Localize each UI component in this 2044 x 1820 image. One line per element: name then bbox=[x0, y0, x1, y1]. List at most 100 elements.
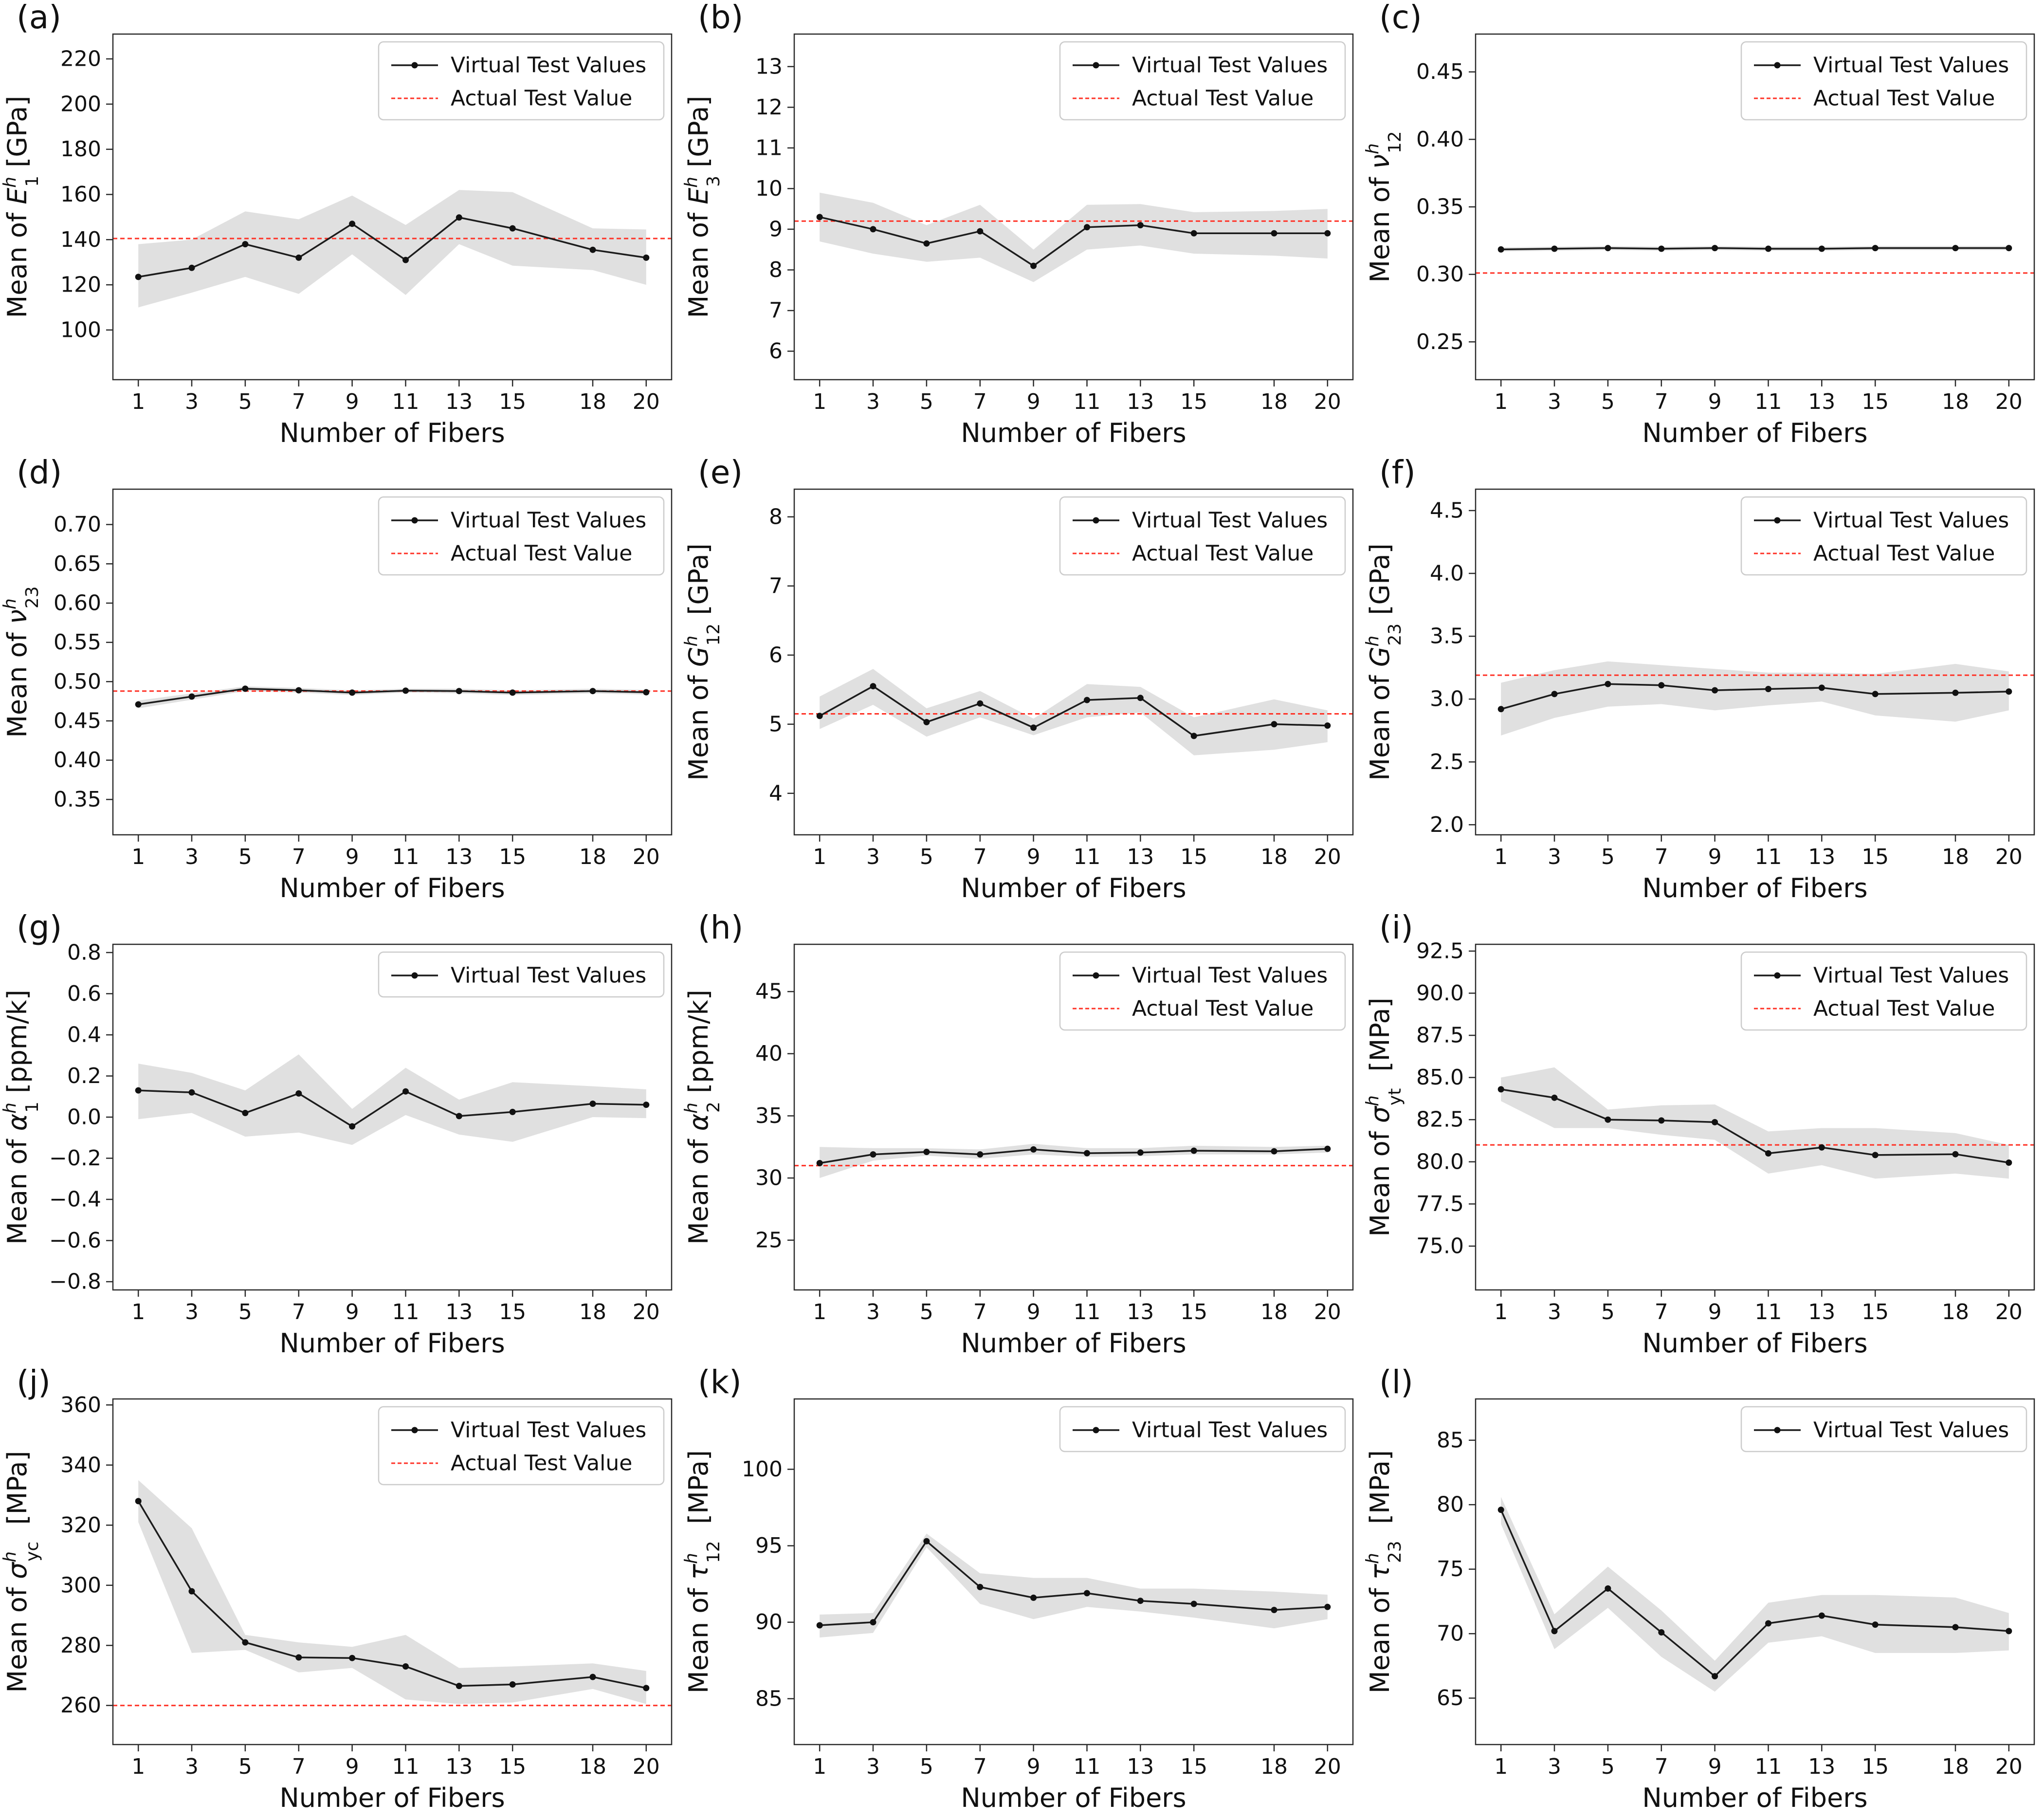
x-axis-label: Number of Fibers bbox=[1642, 873, 1867, 903]
data-point bbox=[1137, 1149, 1144, 1156]
x-axis-label: Number of Fibers bbox=[279, 1328, 505, 1359]
y-tick-label: 2.0 bbox=[1430, 812, 1464, 837]
x-tick-label: 15 bbox=[499, 1754, 526, 1779]
data-point bbox=[1818, 1612, 1825, 1619]
y-tick-label: 82.5 bbox=[1416, 1107, 1464, 1132]
x-tick-label: 20 bbox=[1995, 845, 2023, 869]
data-point bbox=[1324, 722, 1331, 729]
y-axis-label: Mean of τh 23 [MPa] bbox=[1363, 1450, 1405, 1693]
data-point bbox=[643, 254, 650, 261]
data-point bbox=[643, 1685, 650, 1691]
axes-frame bbox=[1475, 943, 2035, 1290]
x-tick-label: 15 bbox=[499, 1300, 526, 1324]
data-point bbox=[349, 221, 356, 227]
x-tick-label: 11 bbox=[1074, 1754, 1101, 1779]
y-tick-label: 180 bbox=[60, 137, 101, 162]
legend-actual-label: Actual Test Value bbox=[1813, 541, 1995, 566]
y-tick-label: 320 bbox=[60, 1513, 101, 1538]
axes-frame bbox=[793, 33, 1354, 381]
y-tick-label: 92.5 bbox=[1416, 938, 1464, 963]
x-tick-label: 9 bbox=[346, 1300, 359, 1324]
x-tick-label: 15 bbox=[1180, 1754, 1207, 1779]
data-point bbox=[295, 1654, 302, 1661]
data-point bbox=[509, 225, 516, 232]
data-point bbox=[1497, 706, 1504, 713]
data-point bbox=[135, 1087, 142, 1094]
legend: Virtual Test Values Actual Test Value bbox=[378, 1406, 665, 1486]
x-tick-label: 1 bbox=[1494, 389, 1508, 414]
y-tick-label: 75 bbox=[1437, 1557, 1464, 1581]
legend-virtual-label: Virtual Test Values bbox=[451, 508, 646, 533]
x-axis-label: Number of Fibers bbox=[279, 1783, 505, 1813]
chart-d-canvas: 0.350.400.450.500.550.600.650.701 3 5 7 9 11 1… bbox=[0, 488, 673, 903]
x-tick-label: 9 bbox=[1708, 1754, 1722, 1779]
x-tick-label: 7 bbox=[973, 389, 987, 414]
data-point bbox=[1271, 230, 1278, 237]
y-tick-label: 10 bbox=[755, 176, 783, 201]
data-point bbox=[589, 687, 596, 694]
legend-virtual-label: Virtual Test Values bbox=[1813, 963, 2009, 988]
legend-virtual-dot bbox=[411, 517, 418, 524]
axes-frame bbox=[793, 488, 1354, 835]
panel-letter-g: (g) bbox=[17, 908, 62, 946]
x-tick-label: 1 bbox=[813, 389, 826, 414]
x-tick-label: 18 bbox=[1942, 1754, 1969, 1779]
y-tick-label: 77.5 bbox=[1416, 1191, 1464, 1216]
y-tick-label: 220 bbox=[60, 47, 101, 72]
data-point bbox=[1551, 691, 1558, 698]
data-point bbox=[188, 1588, 195, 1595]
y-tick-label: 0.65 bbox=[54, 552, 101, 576]
data-point bbox=[1137, 695, 1144, 701]
data-point bbox=[1271, 721, 1278, 728]
data-point bbox=[1952, 689, 1959, 696]
data-point bbox=[1190, 733, 1197, 739]
data-point bbox=[1190, 1600, 1197, 1607]
data-point bbox=[870, 226, 876, 233]
axes-frame bbox=[112, 33, 673, 381]
x-tick-label: 11 bbox=[1755, 389, 1782, 414]
confidence-band bbox=[1501, 1067, 2009, 1178]
x-tick-label: 15 bbox=[1862, 389, 1889, 414]
data-point bbox=[1605, 1116, 1611, 1123]
confidence-band bbox=[820, 1143, 1328, 1178]
y-tick-label: 100 bbox=[60, 317, 101, 342]
x-tick-label: 9 bbox=[1027, 845, 1040, 869]
y-tick-label: 2.5 bbox=[1430, 750, 1464, 774]
x-tick-label: 1 bbox=[131, 845, 145, 869]
data-point bbox=[349, 1123, 356, 1129]
y-tick-label: 280 bbox=[60, 1633, 101, 1658]
y-tick-label: 7 bbox=[769, 298, 783, 323]
subplot-b: (b) 6 7 8 9 10 11 12 13 1 3 5 7 9 11 13 15 18 20 Number of … bbox=[681, 0, 1363, 455]
data-line bbox=[819, 216, 1328, 267]
x-tick-label: 18 bbox=[579, 389, 606, 414]
legend-box bbox=[378, 951, 665, 997]
data-line bbox=[1500, 1088, 2009, 1163]
legend-virtual-label: Virtual Test Values bbox=[1132, 53, 1328, 78]
data-point bbox=[870, 1151, 876, 1158]
y-tick-label: 3.5 bbox=[1430, 624, 1464, 648]
x-tick-label: 7 bbox=[973, 845, 987, 869]
x-tick-label: 3 bbox=[1548, 1754, 1561, 1779]
x-tick-label: 15 bbox=[499, 389, 526, 414]
x-tick-label: 20 bbox=[633, 1300, 660, 1324]
legend-box bbox=[1740, 1406, 2027, 1452]
y-tick-label: 0.6 bbox=[67, 981, 101, 1006]
subplot-a: (a) 100 120 140 160 180 200 220 1 3 5 7 9 11 13 15 18 20 N… bbox=[0, 0, 681, 455]
y-tick-label: 140 bbox=[60, 227, 101, 252]
confidence-band bbox=[1501, 1497, 2009, 1692]
data-point bbox=[589, 1673, 596, 1680]
panel-letter-i: (i) bbox=[1379, 908, 1413, 946]
data-point bbox=[402, 687, 409, 694]
legend-box bbox=[1059, 1406, 1346, 1452]
y-tick-label: 7 bbox=[769, 573, 783, 598]
legend: Virtual Test Values Actual Test Value bbox=[1740, 41, 2027, 121]
legend-virtual-label: Virtual Test Values bbox=[451, 963, 646, 988]
data-point bbox=[456, 687, 462, 694]
x-tick-label: 18 bbox=[1942, 389, 1969, 414]
panel-letter-k: (k) bbox=[698, 1363, 742, 1401]
legend-virtual-label: Virtual Test Values bbox=[451, 1418, 646, 1443]
x-tick-label: 11 bbox=[1074, 845, 1101, 869]
